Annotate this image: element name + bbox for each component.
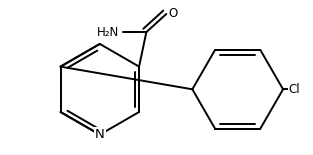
Text: H₂N: H₂N: [97, 26, 119, 39]
Text: Cl: Cl: [289, 83, 300, 96]
Text: O: O: [168, 7, 177, 20]
Text: N: N: [95, 128, 105, 141]
